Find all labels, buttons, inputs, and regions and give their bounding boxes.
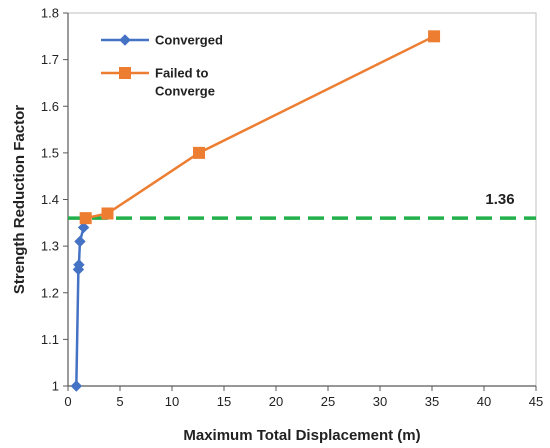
data-point-failed-to-converge [79, 212, 92, 225]
y-tick-label: 1.8 [41, 6, 59, 21]
y-tick-label: 1.5 [41, 145, 59, 160]
data-point-failed-to-converge [428, 30, 441, 43]
series-group [70, 30, 441, 392]
reference-line-group: 1.36 [68, 191, 536, 220]
x-tick-label: 40 [477, 394, 491, 409]
legend-label-failed-to-converge: Failed to [155, 66, 209, 81]
x-tick-label: 25 [321, 394, 335, 409]
x-tick-label: 10 [165, 394, 179, 409]
plot-frame [67, 12, 537, 387]
y-axis-title: Strength Reduction Factor [11, 105, 28, 294]
x-tick-label: 0 [64, 394, 71, 409]
x-axis-title: Maximum Total Displacement (m) [183, 427, 420, 444]
data-point-failed-to-converge [101, 207, 114, 220]
legend-marker-failed-to-converge [119, 67, 131, 79]
y-tick-label: 1.4 [41, 192, 59, 207]
x-tick-label: 30 [373, 394, 387, 409]
data-point-converged [70, 380, 83, 392]
y-tick-label: 1.1 [41, 332, 59, 347]
x-tick-label: 45 [529, 394, 543, 409]
series-line-converged [75, 227, 85, 387]
legend-marker-converged [119, 34, 131, 46]
y-tick-label: 1.6 [41, 99, 59, 114]
legend-label-failed-to-converge: Converge [155, 84, 215, 99]
data-point-converged [74, 235, 86, 248]
reference-line-label: 1.36 [485, 191, 514, 208]
y-tick-label: 1.3 [41, 239, 59, 254]
y-tick-label: 1.2 [41, 285, 59, 300]
x-tick-label: 35 [425, 394, 439, 409]
legend-label-converged: Converged [155, 33, 223, 48]
data-point-failed-to-converge [193, 146, 206, 159]
x-tick-label: 15 [217, 394, 231, 409]
y-tick-label: 1.7 [41, 52, 59, 67]
y-tick-label: 1 [52, 379, 59, 394]
x-tick-label: 20 [269, 394, 283, 409]
axes: 1 1.1 1.2 1.3 1.4 1.5 1.6 1.7 1.8 0 5 10 15 20 25 30 35 4… [41, 6, 543, 410]
data-point-converged [77, 221, 90, 234]
legend: Converged Failed to Converge [101, 33, 223, 99]
x-tick-label: 5 [116, 394, 123, 409]
series-line-failed-to-converge [85, 35, 435, 220]
data-point-converged [73, 259, 85, 271]
